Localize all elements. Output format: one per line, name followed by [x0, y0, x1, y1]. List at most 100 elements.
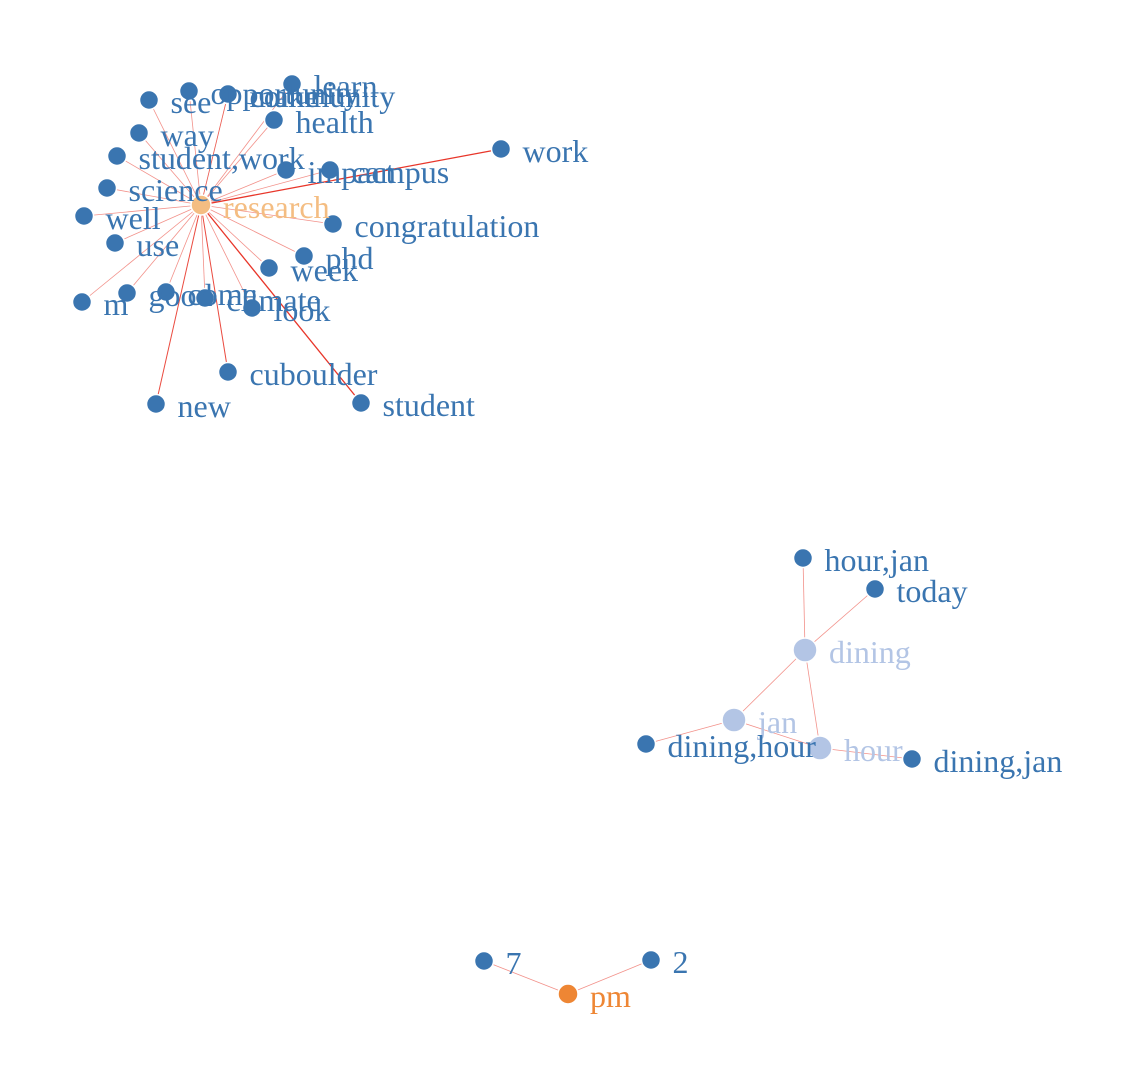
node-label-jan: jan: [757, 704, 797, 740]
node-label-cuboulder: cuboulder: [250, 356, 378, 392]
node-label-opportunity: opportunity: [211, 75, 360, 111]
edge-research-come: [165, 204, 202, 293]
node-label-well: well: [106, 200, 161, 236]
edge-dining-hour: [804, 649, 821, 749]
edge-research-campus: [200, 169, 331, 206]
edge-research-opportunity: [188, 90, 202, 206]
node-label-community: community: [250, 78, 396, 114]
node-use[interactable]: [104, 232, 126, 254]
node-science[interactable]: [96, 177, 118, 199]
edge-research-science: [106, 187, 202, 206]
node-label-hour: hour: [844, 732, 903, 768]
edge-research-well: [83, 204, 202, 217]
node-label-way: way: [161, 117, 214, 153]
node-label-dining: dining: [829, 634, 911, 670]
node-label-come: come: [188, 276, 257, 312]
node-label-science: science: [129, 172, 223, 208]
node-well[interactable]: [73, 205, 95, 227]
edge-research-see: [148, 99, 202, 206]
node-label-pm: pm: [590, 978, 631, 1014]
edge-research-student_work: [116, 155, 202, 206]
edge-research-learn: [200, 83, 293, 206]
node-see[interactable]: [138, 89, 160, 111]
node-new[interactable]: [145, 393, 167, 415]
node-label-work: work: [523, 133, 589, 169]
edge-research-climate: [200, 204, 206, 299]
node-label-student_work: student,work: [139, 140, 305, 176]
edge-research-phd: [200, 204, 305, 257]
node-label-seven: 7: [506, 945, 522, 981]
node-research[interactable]: [190, 194, 212, 216]
edge-pm-two: [567, 959, 652, 995]
node-dining_jan[interactable]: [901, 748, 923, 770]
node-label-use: use: [137, 227, 180, 263]
node-campus[interactable]: [319, 159, 341, 181]
node-label-health: health: [296, 104, 374, 140]
node-learn[interactable]: [281, 73, 303, 95]
node-good[interactable]: [116, 282, 138, 304]
node-congratulation[interactable]: [322, 213, 344, 235]
edge-dining-jan: [733, 649, 806, 721]
node-health[interactable]: [263, 109, 285, 131]
node-label-phd: phd: [326, 240, 374, 276]
node-dining[interactable]: [792, 637, 818, 663]
node-student[interactable]: [350, 392, 372, 414]
node-today[interactable]: [864, 578, 886, 600]
edge-research-health: [200, 119, 275, 206]
node-label-learn: learn: [314, 68, 378, 104]
edge-dining-hour_jan: [802, 557, 806, 651]
node-pm[interactable]: [557, 983, 579, 1005]
node-label-make: make: [250, 78, 319, 114]
edge-dining-today: [804, 588, 876, 651]
edge-research-student: [200, 204, 362, 404]
node-work[interactable]: [490, 138, 512, 160]
node-label-see: see: [171, 84, 212, 120]
node-label-new: new: [178, 388, 231, 424]
node-week[interactable]: [258, 257, 280, 279]
node-jan[interactable]: [721, 707, 747, 733]
node-label-good: good: [149, 277, 213, 313]
node-come[interactable]: [155, 281, 177, 303]
node-label-two: 2: [673, 944, 689, 980]
node-hour[interactable]: [807, 735, 833, 761]
edge-research-look: [200, 204, 253, 309]
node-make[interactable]: [217, 83, 239, 105]
node-label-look: look: [274, 292, 331, 328]
node-cuboulder[interactable]: [217, 361, 239, 383]
node-label-impact: impact: [308, 154, 395, 190]
node-way[interactable]: [128, 122, 150, 144]
node-label-today: today: [897, 573, 968, 609]
node-label-m: m: [104, 286, 129, 322]
node-phd[interactable]: [293, 245, 315, 267]
node-m[interactable]: [71, 291, 93, 313]
node-label-dining_jan: dining,jan: [934, 743, 1063, 779]
node-impact[interactable]: [275, 159, 297, 181]
edge-research-congratulation: [200, 204, 334, 225]
edge-research-use: [114, 204, 202, 244]
node-label-dining_hour: dining,hour: [668, 728, 817, 764]
edge-research-good: [126, 204, 202, 294]
edge-research-way: [138, 132, 202, 206]
node-label-week: week: [291, 252, 359, 288]
node-opportunity[interactable]: [178, 80, 200, 102]
node-look[interactable]: [241, 297, 263, 319]
edge-research-cuboulder: [200, 204, 229, 373]
edge-jan-dining_hour: [645, 719, 735, 745]
edge-research-impact: [200, 169, 287, 206]
node-two[interactable]: [640, 949, 662, 971]
node-label-campus: campus: [352, 154, 450, 190]
edge-hour-dining_jan: [819, 747, 913, 760]
edges-layer: [81, 83, 913, 995]
node-student_work[interactable]: [106, 145, 128, 167]
nodes-layer: [71, 73, 923, 1005]
node-climate[interactable]: [194, 287, 216, 309]
node-label-hour_jan: hour,jan: [825, 542, 929, 578]
edge-research-make: [200, 93, 229, 206]
edge-jan-hour: [733, 719, 821, 749]
node-hour_jan[interactable]: [792, 547, 814, 569]
node-dining_hour[interactable]: [635, 733, 657, 755]
node-label-student: student: [383, 387, 476, 423]
node-seven[interactable]: [473, 950, 495, 972]
